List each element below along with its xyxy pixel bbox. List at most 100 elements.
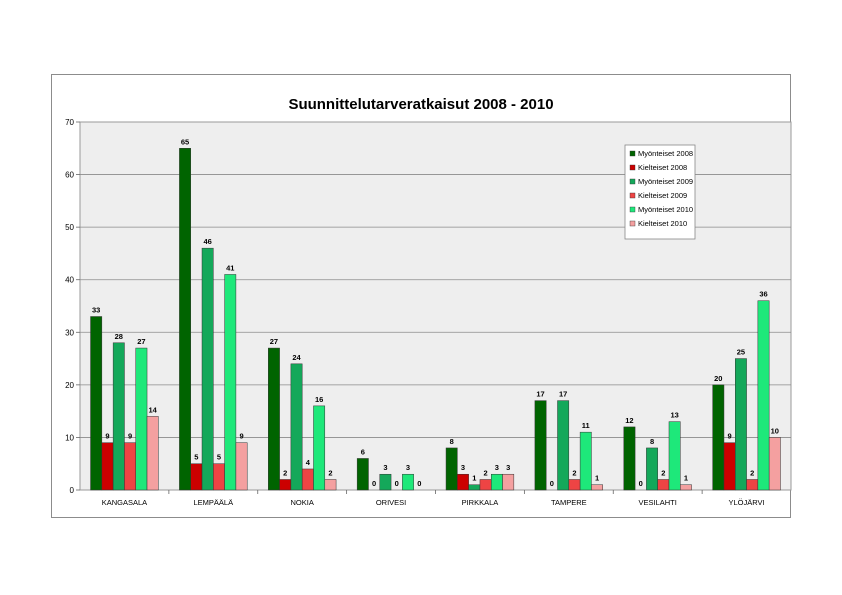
bar (324, 479, 337, 491)
bar (490, 473, 503, 491)
y-tick-label: 70 (65, 118, 74, 127)
data-label: 9 (105, 432, 109, 441)
bar (457, 473, 469, 491)
bar (623, 426, 636, 491)
data-label: 10 (771, 426, 779, 435)
data-label: 2 (750, 468, 754, 477)
data-label: 0 (550, 479, 554, 488)
bar (591, 484, 603, 491)
data-label: 20 (714, 374, 722, 383)
bar (313, 405, 326, 491)
legend-label: Myönteiset 2008 (638, 149, 693, 158)
data-label: 3 (495, 463, 499, 472)
data-label: 5 (194, 453, 198, 462)
legend-swatch (629, 220, 636, 227)
data-label: 27 (270, 337, 278, 346)
bar (124, 442, 136, 491)
data-label: 3 (506, 463, 510, 472)
bar (468, 484, 481, 491)
data-label: 27 (137, 337, 145, 346)
bar (201, 247, 214, 491)
chart-svg: Suunnittelutarveratkaisut 2008 - 2010 0 1… (65, 96, 792, 507)
data-label: 2 (661, 468, 665, 477)
category-label: NOKIA (291, 498, 314, 507)
bar (402, 473, 414, 491)
bar (290, 363, 303, 491)
bar (356, 458, 369, 491)
data-label: 6 (361, 447, 365, 456)
y-tick-label: 10 (65, 433, 74, 442)
category-label: VESILAHTI (639, 498, 677, 507)
bar (179, 148, 191, 491)
bar (502, 473, 515, 491)
bar (768, 437, 781, 491)
y-tick-label: 40 (65, 276, 74, 285)
data-label: 3 (406, 463, 410, 472)
legend-label: Kielteiset 2008 (638, 163, 687, 172)
category-label: PIRKKALA (462, 498, 499, 507)
data-label: 9 (239, 432, 243, 441)
data-label: 17 (536, 390, 544, 399)
bar (668, 421, 681, 491)
data-label: 12 (625, 416, 633, 425)
chart-frame: Suunnittelutarveratkaisut 2008 - 2010 0 1… (51, 74, 792, 518)
bar (268, 347, 280, 491)
data-label: 9 (728, 432, 732, 441)
legend-label: Myönteiset 2009 (638, 177, 693, 186)
bar (445, 447, 458, 491)
bar (301, 468, 314, 491)
data-label: 36 (759, 290, 767, 299)
bar (235, 442, 248, 491)
data-label: 1 (472, 474, 476, 483)
legend-swatch (629, 150, 636, 157)
legend-swatch (629, 192, 636, 199)
bar (646, 447, 658, 491)
data-label: 25 (737, 348, 745, 357)
category-label: TAMPERE (551, 498, 587, 507)
bar (101, 442, 114, 491)
bar (279, 479, 292, 491)
legend-swatch (629, 164, 636, 171)
category-label: ORIVESI (376, 498, 406, 507)
data-label: 9 (128, 432, 132, 441)
data-label: 0 (639, 479, 643, 488)
y-tick-label: 20 (65, 381, 74, 390)
data-label: 2 (328, 468, 332, 477)
data-label: 41 (226, 263, 234, 272)
data-label: 2 (484, 468, 488, 477)
bar (112, 342, 125, 491)
bar (557, 400, 570, 491)
bar (579, 431, 592, 491)
bar (712, 384, 725, 491)
data-label: 5 (217, 453, 221, 462)
bar (224, 274, 237, 491)
bar (735, 358, 747, 491)
bar (680, 484, 692, 491)
data-label: 13 (670, 411, 678, 420)
data-label: 8 (650, 437, 654, 446)
data-label: 33 (92, 306, 100, 315)
bar (135, 347, 148, 491)
bar (190, 463, 203, 491)
bar (213, 463, 225, 491)
y-tick-label: 50 (65, 223, 74, 232)
data-label: 16 (315, 395, 323, 404)
bar (657, 479, 670, 491)
bar (723, 442, 736, 491)
data-label: 0 (417, 479, 421, 488)
legend-label: Kielteiset 2010 (638, 219, 687, 228)
data-label: 14 (149, 405, 158, 414)
data-label: 1 (595, 474, 599, 483)
data-label: 28 (115, 332, 123, 341)
y-tick-label: 60 (65, 171, 74, 180)
y-tick-label: 30 (65, 328, 74, 337)
data-label: 4 (306, 458, 311, 467)
bar (757, 300, 770, 491)
bar (90, 316, 103, 491)
bar (534, 400, 547, 491)
data-label: 1 (684, 474, 688, 483)
category-label: KANGASALA (102, 498, 147, 507)
bar (479, 479, 492, 491)
data-label: 3 (383, 463, 387, 472)
bar (746, 479, 759, 491)
